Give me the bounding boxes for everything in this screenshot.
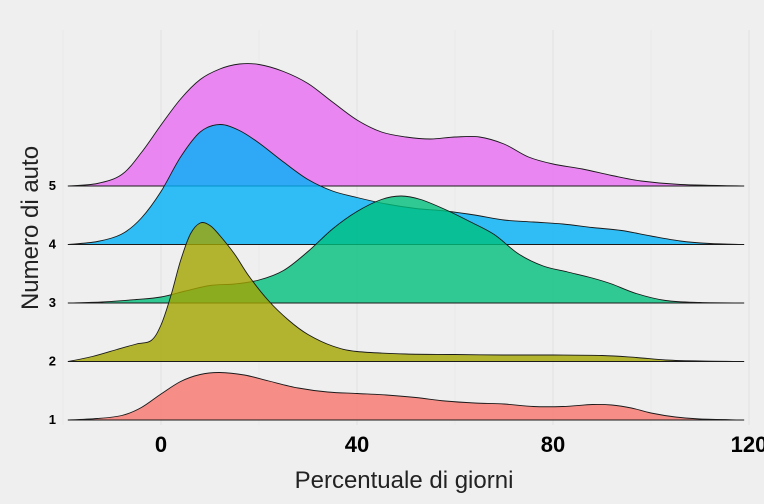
density-area-4 xyxy=(67,124,745,245)
density-ridges xyxy=(67,63,745,421)
density-line-4 xyxy=(67,124,745,245)
density-area-1 xyxy=(67,372,745,420)
y-tick-label: 3 xyxy=(49,295,56,310)
ridge-category-5 xyxy=(67,63,745,187)
x-tick-label: 40 xyxy=(345,432,369,457)
y-tick-label: 1 xyxy=(49,412,56,427)
y-tick-label: 4 xyxy=(49,237,57,252)
y-tick-label: 5 xyxy=(49,178,56,193)
x-tick-label: 0 xyxy=(155,432,167,457)
density-line-1 xyxy=(67,372,745,421)
x-axis-title: Percentuale di giorni xyxy=(295,467,514,494)
density-area-5 xyxy=(67,63,745,186)
y-axis-title: Numero di auto xyxy=(17,146,44,310)
density-line-2 xyxy=(67,222,745,362)
density-area-3 xyxy=(67,196,745,303)
x-tick-label: 120 xyxy=(731,432,764,457)
x-axis-ticks: 0 40 80 120 xyxy=(155,432,764,457)
x-tick-label: 80 xyxy=(541,432,565,457)
ridge-category-2 xyxy=(67,222,745,362)
y-axis-ticks: 1 2 3 4 5 xyxy=(49,178,57,427)
ridge-category-1 xyxy=(67,372,745,421)
y-tick-label: 2 xyxy=(49,354,56,369)
density-line-5 xyxy=(67,63,745,187)
density-area-2 xyxy=(67,222,745,362)
